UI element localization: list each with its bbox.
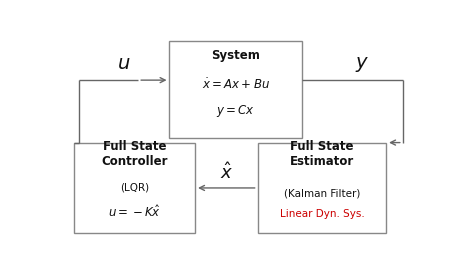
- Text: $u = -K\hat{x}$: $u = -K\hat{x}$: [108, 204, 161, 219]
- Text: $y$: $y$: [355, 55, 369, 74]
- FancyBboxPatch shape: [258, 142, 386, 233]
- Text: $y = Cx$: $y = Cx$: [216, 103, 255, 119]
- Text: (Kalman Filter): (Kalman Filter): [284, 189, 360, 198]
- FancyBboxPatch shape: [169, 41, 301, 138]
- Text: Full State
Controller: Full State Controller: [101, 140, 168, 168]
- Text: (LQR): (LQR): [120, 183, 149, 193]
- FancyBboxPatch shape: [74, 142, 195, 233]
- Text: System: System: [211, 48, 260, 62]
- Text: $\hat{x}$: $\hat{x}$: [220, 162, 233, 182]
- Text: Full State
Estimator: Full State Estimator: [290, 140, 354, 168]
- Text: $u$: $u$: [117, 55, 130, 73]
- Text: $\dot{x} = Ax + Bu$: $\dot{x} = Ax + Bu$: [201, 78, 270, 92]
- Text: Linear Dyn. Sys.: Linear Dyn. Sys.: [280, 209, 365, 219]
